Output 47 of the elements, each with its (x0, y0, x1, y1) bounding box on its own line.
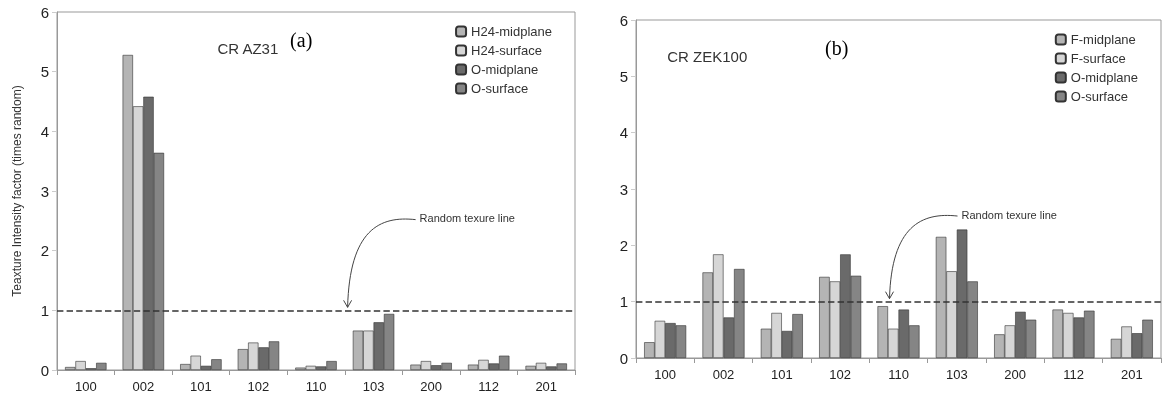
legend-label: O-midplane (471, 62, 539, 77)
text: CR AZ31 (217, 40, 279, 57)
x-tick-label: 112 (1063, 367, 1084, 382)
x-tick-label: 100 (654, 367, 677, 382)
y-axis-title: Teaxture Intensity factor (times random) (10, 85, 24, 297)
y-tick-label: 2 (619, 236, 628, 254)
legend-label: H24-surface (471, 43, 542, 58)
y-tick-label: 3 (40, 182, 49, 200)
text: CR ZEK100 (667, 48, 748, 65)
y-tick-label: 5 (40, 63, 49, 81)
legend-label: O-midplane (1070, 70, 1139, 85)
y-tick-label: 4 (40, 122, 49, 140)
y-tick-label: 5 (619, 67, 628, 85)
x-tick-label: 200 (420, 379, 442, 394)
x-tick-label: 200 (1004, 367, 1027, 382)
x-tick-label: 201 (1120, 367, 1143, 382)
legend-label: F-surface (1070, 51, 1126, 66)
x-tick-label: 102 (829, 367, 852, 382)
x-tick-label: 103 (362, 379, 385, 394)
x-tick-label: 112 (478, 379, 500, 394)
y-tick-label: 1 (40, 301, 49, 319)
y-tick-label: 6 (619, 11, 628, 29)
y-tick-label: 4 (619, 124, 628, 142)
x-tick-label: 002 (712, 367, 735, 382)
x-tick-label: 110 (305, 379, 327, 394)
x-tick-label: 103 (945, 367, 968, 382)
x-tick-label: 102 (247, 379, 270, 394)
x-tick-label: 002 (132, 379, 155, 394)
legend-label: O-surface (471, 81, 529, 96)
x-tick-label: 100 (74, 379, 97, 394)
annotation: (b) (825, 37, 849, 60)
y-tick-label: 6 (40, 3, 49, 21)
annotation: (a) (290, 29, 313, 52)
y-tick-label: 0 (40, 361, 49, 379)
x-tick-label: 101 (770, 367, 793, 382)
legend-label: F-midplane (1070, 32, 1136, 47)
legend-label: H24-midplane (471, 24, 552, 39)
y-tick-label: 0 (619, 349, 628, 367)
x-tick-label: 101 (190, 379, 212, 394)
y-tick-label: 2 (40, 242, 49, 260)
y-tick-label: 1 (619, 293, 628, 311)
ref-line-label: Random texure line (419, 212, 515, 225)
x-tick-label: 110 (888, 367, 909, 382)
legend-label: O-surface (1070, 89, 1128, 104)
y-tick-label: 3 (619, 180, 628, 198)
x-tick-label: 201 (535, 379, 558, 394)
ref-line-label: Random texure line (961, 208, 1057, 221)
